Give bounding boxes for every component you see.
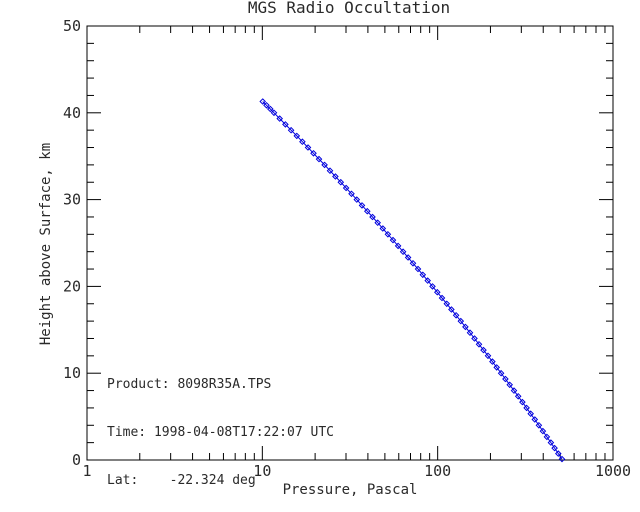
- data-marker-diamond: [480, 346, 487, 354]
- data-marker-diamond: [353, 196, 361, 203]
- data-marker-diamond: [506, 381, 514, 389]
- data-marker-diamond: [282, 121, 289, 128]
- data-marker-diamond: [263, 101, 270, 109]
- data-marker-diamond: [326, 167, 334, 175]
- data-marker-diamond: [457, 317, 465, 325]
- data-marker-diamond: [374, 219, 382, 227]
- data-marker-diamond: [527, 410, 535, 418]
- data-marker-diamond: [493, 364, 501, 371]
- data-marker-diamond: [304, 144, 312, 151]
- data-marker-diamond: [332, 173, 339, 180]
- data-marker-diamond: [337, 178, 345, 186]
- data-marker-diamond: [448, 306, 455, 313]
- data-marker-diamond: [409, 259, 417, 267]
- x-axis-label: Pressure, Pascal: [282, 482, 418, 498]
- chart-title: MGS Radio Occultation: [247, 0, 451, 17]
- data-marker-diamond: [315, 155, 323, 163]
- data-marker-diamond: [510, 387, 518, 394]
- data-series: [259, 98, 566, 463]
- x-tick-labels: 1 10 100 1000: [82, 462, 631, 480]
- data-marker-diamond: [348, 190, 355, 198]
- svg-text:40: 40: [63, 104, 81, 122]
- svg-text:1: 1: [82, 462, 91, 480]
- y-tick-labels: 0 10 20 30 40 50: [63, 17, 81, 469]
- data-marker-diamond: [394, 242, 402, 250]
- data-marker-diamond: [502, 375, 509, 383]
- svg-text:20: 20: [63, 277, 81, 295]
- data-marker-diamond: [519, 398, 526, 406]
- data-marker-diamond: [384, 230, 392, 238]
- data-marker-diamond: [342, 184, 350, 192]
- data-marker-diamond: [462, 323, 469, 331]
- svg-text:100: 100: [424, 462, 451, 480]
- data-marker-diamond: [419, 271, 427, 279]
- data-marker-diamond: [433, 288, 441, 296]
- data-marker-diamond: [514, 392, 522, 400]
- data-marker-diamond: [539, 427, 547, 435]
- data-marker-diamond: [321, 161, 328, 169]
- y-axis-label: Height above Surface, km: [38, 142, 54, 346]
- svg-text:1000: 1000: [595, 462, 631, 480]
- data-marker-diamond: [266, 105, 274, 113]
- svg-text:10: 10: [253, 462, 271, 480]
- data-marker-diamond: [287, 126, 295, 134]
- x-axis-ticks: [86, 26, 614, 460]
- svg-text:30: 30: [63, 191, 81, 209]
- data-marker-diamond: [293, 132, 301, 140]
- data-marker-diamond: [399, 248, 407, 256]
- data-marker-diamond: [259, 98, 267, 105]
- annotation-product: Product: 8098R35A.TPS: [107, 377, 272, 392]
- data-marker-diamond: [551, 444, 558, 452]
- data-marker-diamond: [554, 450, 562, 457]
- data-marker-diamond: [558, 455, 566, 463]
- data-marker-diamond: [414, 265, 422, 273]
- data-marker-diamond: [475, 340, 483, 348]
- data-marker-diamond: [369, 213, 376, 221]
- y-axis-ticks: [87, 25, 613, 461]
- data-marker-diamond: [531, 416, 539, 423]
- plot-frame: [86, 25, 614, 461]
- data-marker-diamond: [363, 207, 371, 215]
- data-marker-diamond: [484, 352, 492, 360]
- svg-text:0: 0: [72, 451, 81, 469]
- data-marker-diamond: [497, 369, 505, 377]
- data-marker-diamond: [547, 439, 555, 446]
- svg-text:10: 10: [63, 364, 81, 382]
- data-marker-diamond: [276, 115, 284, 122]
- data-marker-diamond: [310, 149, 317, 157]
- data-marker-diamond: [438, 294, 446, 302]
- data-marker-diamond: [299, 138, 306, 146]
- annotation-lat: Lat: -22.324 deg: [107, 473, 256, 488]
- data-marker-diamond: [523, 404, 530, 412]
- data-marker-diamond: [404, 254, 412, 261]
- data-marker-diamond: [452, 311, 460, 319]
- data-marker-diamond: [389, 236, 397, 244]
- data-marker-diamond: [535, 421, 543, 429]
- data-marker-diamond: [429, 283, 436, 290]
- annotation-block: Product: 8098R35A.TPS Time: 1998-04-08T1…: [107, 345, 334, 512]
- data-marker-diamond: [379, 225, 387, 232]
- data-marker-diamond: [270, 109, 278, 117]
- data-marker-diamond: [471, 335, 478, 342]
- data-marker-diamond: [543, 433, 551, 441]
- data-marker-diamond: [443, 300, 451, 308]
- annotation-time: Time: 1998-04-08T17:22:07 UTC: [107, 425, 334, 440]
- data-marker-diamond: [466, 329, 474, 337]
- data-marker-diamond: [424, 277, 432, 284]
- data-marker-diamond: [358, 202, 366, 209]
- svg-text:50: 50: [63, 17, 81, 35]
- data-marker-diamond: [489, 358, 496, 365]
